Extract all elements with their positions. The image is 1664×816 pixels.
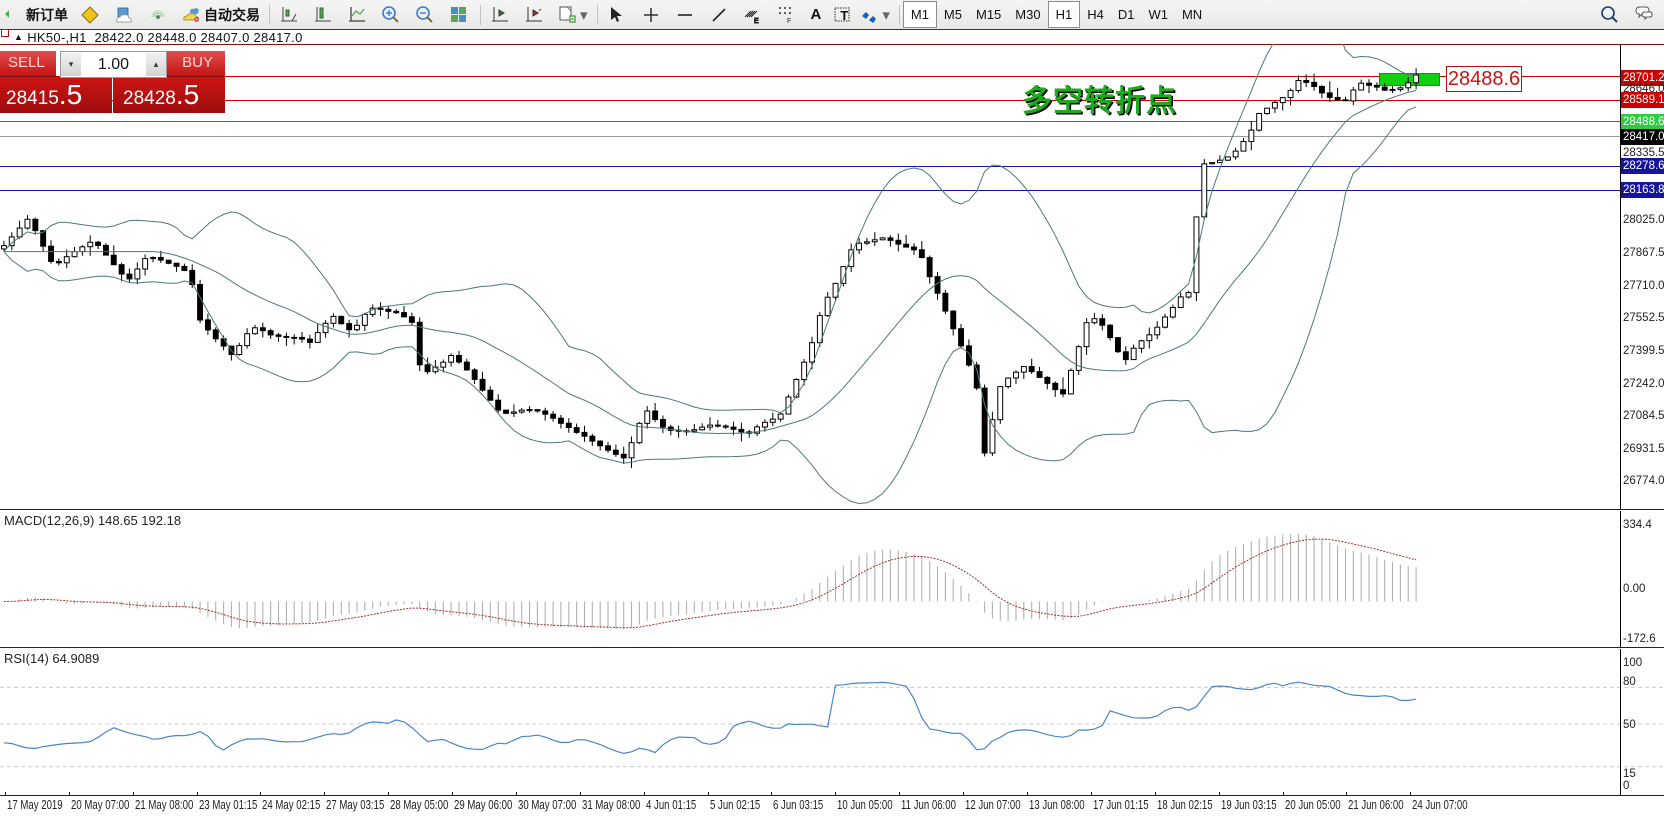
svg-text:F: F [787, 18, 791, 25]
svg-text:E: E [754, 18, 759, 25]
